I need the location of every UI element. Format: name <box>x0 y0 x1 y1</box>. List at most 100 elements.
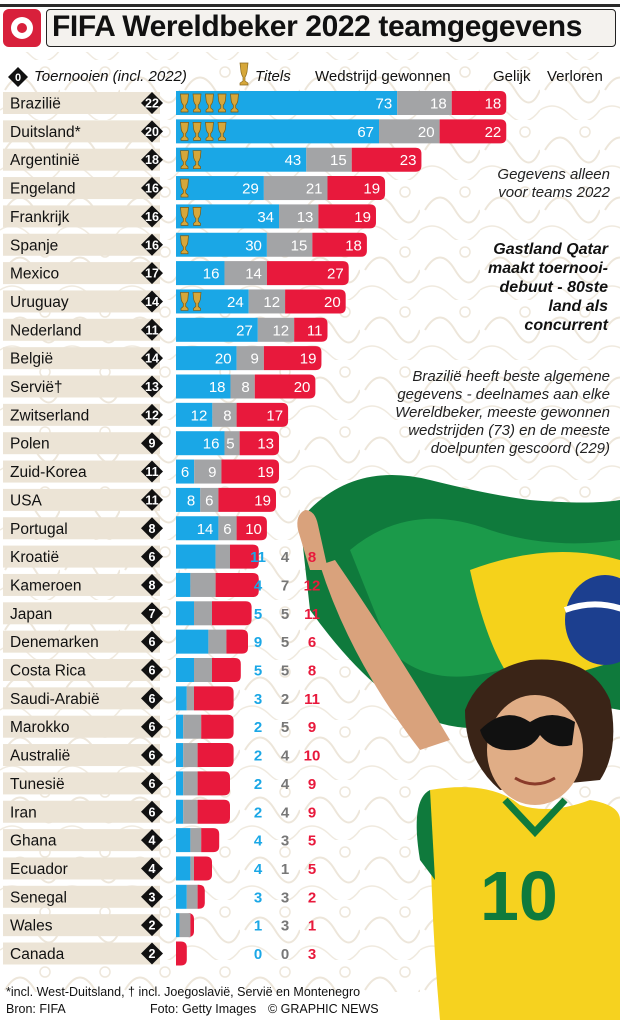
won-value: 9 <box>254 634 262 651</box>
won-bar <box>176 317 258 342</box>
lost-value: 22 <box>485 124 502 141</box>
trophy-icon <box>192 150 202 170</box>
draw-value: 21 <box>306 181 323 198</box>
note-brazil-record: Brazilië heeft beste algemene gegevens -… <box>395 368 610 457</box>
tournaments-value: 13 <box>145 380 159 394</box>
tournaments-chip <box>141 630 163 653</box>
lost-bar <box>263 346 322 371</box>
won-value: 29 <box>242 181 259 198</box>
football-icon <box>11 17 33 39</box>
draw-bar <box>194 601 212 626</box>
won-bar <box>176 828 191 853</box>
tournaments-value: 4 <box>149 862 156 876</box>
draw-value: 15 <box>330 152 347 169</box>
country-label: Iran <box>10 804 37 821</box>
country-label: Wales <box>10 918 53 935</box>
draw-bar <box>179 913 191 938</box>
won-value: 73 <box>376 96 393 113</box>
trophy-icon <box>230 93 239 113</box>
won-bar <box>176 799 184 824</box>
lost-bar <box>266 261 349 286</box>
country-label: Mexico <box>10 266 59 283</box>
country-label: Nederland <box>10 322 82 339</box>
tournaments-chip <box>141 914 163 937</box>
draw-value: 5 <box>226 436 234 453</box>
lost-bar <box>201 714 234 739</box>
lost-value: 3 <box>308 946 316 963</box>
won-value: 3 <box>254 691 262 708</box>
won-value: 34 <box>257 209 274 226</box>
lost-value: 23 <box>400 152 417 169</box>
lost-bar <box>236 516 267 541</box>
country-label-bg <box>3 205 160 228</box>
lost-bar <box>226 629 248 654</box>
draw-bar <box>186 884 198 909</box>
lost-bar <box>197 743 234 768</box>
won-value: 14 <box>197 521 214 538</box>
won-label: Wedstrijd gewonnen <box>315 68 451 85</box>
tournaments-chip <box>141 573 163 596</box>
tournaments-value: 11 <box>145 493 158 507</box>
won-value: 18 <box>209 379 226 396</box>
tournaments-chip <box>141 148 163 171</box>
country-label: Frankrijk <box>10 209 70 226</box>
trophy-icon <box>192 93 202 113</box>
trophy-icon <box>192 121 202 141</box>
tournaments-value: 16 <box>145 238 159 252</box>
country-label-bg <box>3 857 160 880</box>
draw-value: 3 <box>281 918 289 935</box>
lost-value: 18 <box>345 237 362 254</box>
draw-bar <box>212 402 237 427</box>
tournaments-value: 6 <box>149 664 156 678</box>
won-bar <box>176 884 187 909</box>
tournaments-chip <box>141 942 163 965</box>
won-bar <box>176 232 267 257</box>
lost-value: 2 <box>308 889 316 906</box>
lost-value: 9 <box>308 804 316 821</box>
tournaments-value: 11 <box>145 323 158 337</box>
won-bar <box>176 714 184 739</box>
won-value: 4 <box>254 833 263 850</box>
draw-bar <box>186 686 194 711</box>
tournaments-value: 12 <box>145 408 159 422</box>
country-label-bg <box>3 403 160 426</box>
tournaments-value: 14 <box>145 352 159 366</box>
lost-bar <box>236 402 289 427</box>
lost-bar <box>230 544 259 569</box>
lost-bar <box>351 147 422 172</box>
draw-bar <box>200 487 219 512</box>
lost-bar <box>212 601 252 626</box>
draw-bar <box>194 459 222 484</box>
draw-bar <box>190 828 202 853</box>
country-label: Denemarken <box>10 634 99 651</box>
lost-value: 19 <box>257 464 274 481</box>
page-title: FIFA Wereldbeker 2022 teamgegevens <box>52 10 582 43</box>
tournaments-value: 14 <box>145 295 159 309</box>
photo-credit: Foto: Getty Images <box>150 1002 257 1016</box>
tournaments-value: 11 <box>145 465 158 479</box>
country-label-bg <box>3 687 160 710</box>
country-label: Saudi-Arabië <box>10 691 100 708</box>
country-label-bg <box>3 914 160 937</box>
lost-value: 13 <box>257 436 274 453</box>
lost-bar <box>254 374 316 399</box>
country-label-bg <box>3 715 160 738</box>
won-bar <box>176 629 209 654</box>
country-label: Japan <box>10 606 52 623</box>
won-bar <box>176 913 180 938</box>
lost-bar <box>197 771 230 796</box>
tournaments-value: 7 <box>149 607 156 621</box>
country-label-bg <box>3 829 160 852</box>
country-label: USA <box>10 492 43 509</box>
trophy-icon <box>180 93 189 113</box>
lost-bar <box>194 686 234 711</box>
tournaments-chip <box>141 545 163 568</box>
draw-value: 9 <box>251 351 259 368</box>
draw-bar <box>194 658 212 682</box>
tournaments-value: 6 <box>149 805 156 819</box>
country-label: Australië <box>10 748 70 765</box>
lost-value: 10 <box>245 521 262 538</box>
won-bar <box>176 658 194 682</box>
won-value: 16 <box>203 266 220 283</box>
lost-value: 9 <box>308 719 316 736</box>
